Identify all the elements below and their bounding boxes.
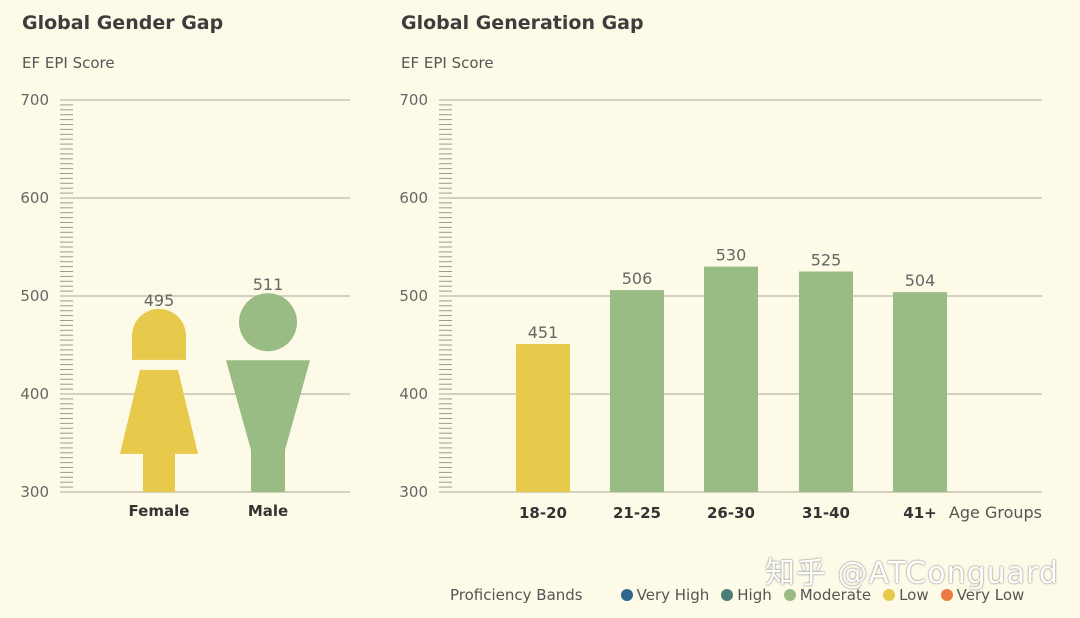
male-icon-head (239, 293, 297, 352)
generation-bar (516, 344, 570, 492)
legend-item-very-low: Very Low (940, 586, 1025, 604)
gender-y-tick-label: 700 (20, 91, 49, 109)
proficiency-legend: Proficiency Bands Very High High Moderat… (450, 586, 1060, 604)
watermark-text: 知乎 @ATConguard (765, 556, 1059, 591)
generation-y-tick-label: 600 (399, 189, 428, 207)
gender-category-label: Male (248, 502, 288, 520)
legend-label-very-low: Very Low (956, 586, 1025, 604)
gender-y-tick-label: 400 (20, 385, 49, 403)
generation-value-label: 530 (716, 246, 747, 265)
generation-bar (799, 271, 853, 492)
generation-bar (893, 292, 947, 492)
gender-y-tick-label: 500 (20, 287, 49, 305)
female-icon-head (132, 308, 186, 360)
male-icon-body (226, 360, 310, 492)
legend-dot-moderate (783, 589, 796, 601)
legend-dot-very-high (620, 589, 633, 601)
generation-bar (704, 266, 758, 492)
legend-item-high: High (721, 586, 772, 604)
generation-y-tick-label: 300 (399, 483, 428, 501)
generation-category-label: 41+ (903, 504, 936, 522)
legend-label-low: Low (899, 586, 929, 604)
legend-dot-low (883, 589, 896, 601)
generation-category-label: 21-25 (613, 504, 661, 522)
generation-y-tick-label: 400 (399, 385, 428, 403)
gender-y-tick-label: 300 (20, 483, 49, 501)
gender-value-label: 495 (144, 291, 175, 310)
generation-value-label: 451 (528, 323, 559, 342)
generation-y-tick-label: 500 (399, 287, 428, 305)
generation-x-axis-title: Age Groups (949, 503, 1042, 522)
female-icon-legs (143, 453, 175, 492)
legend-label-moderate: Moderate (799, 586, 872, 604)
generation-bar (610, 290, 664, 492)
legend-title: Proficiency Bands (450, 586, 583, 604)
legend-item-very-high: Very High (620, 586, 710, 604)
gender-y-tick-label: 600 (20, 189, 49, 207)
gender-category-label: Female (129, 502, 190, 520)
legend-item-moderate: Moderate (783, 586, 872, 604)
generation-category-label: 18-20 (519, 504, 567, 522)
legend-dot-high (721, 589, 734, 601)
legend-dot-very-low (940, 589, 953, 601)
legend-item-low: Low (883, 586, 929, 604)
legend-label-very-high: Very High (636, 586, 710, 604)
generation-value-label: 525 (811, 251, 842, 270)
gender-chart-title: Global Gender Gap (22, 12, 224, 34)
legend-label-high: High (737, 586, 772, 604)
generation-value-label: 504 (905, 271, 936, 290)
generation-chart-title: Global Generation Gap (401, 12, 644, 34)
female-icon-dress (120, 369, 198, 454)
gender-value-label: 511 (253, 275, 284, 294)
generation-chart-ylabel: EF EPI Score (401, 54, 494, 72)
generation-value-label: 506 (622, 269, 653, 288)
generation-category-label: 31-40 (802, 504, 850, 522)
generation-category-label: 26-30 (707, 504, 755, 522)
gender-chart-ylabel: EF EPI Score (22, 54, 115, 72)
generation-y-tick-label: 700 (399, 91, 428, 109)
